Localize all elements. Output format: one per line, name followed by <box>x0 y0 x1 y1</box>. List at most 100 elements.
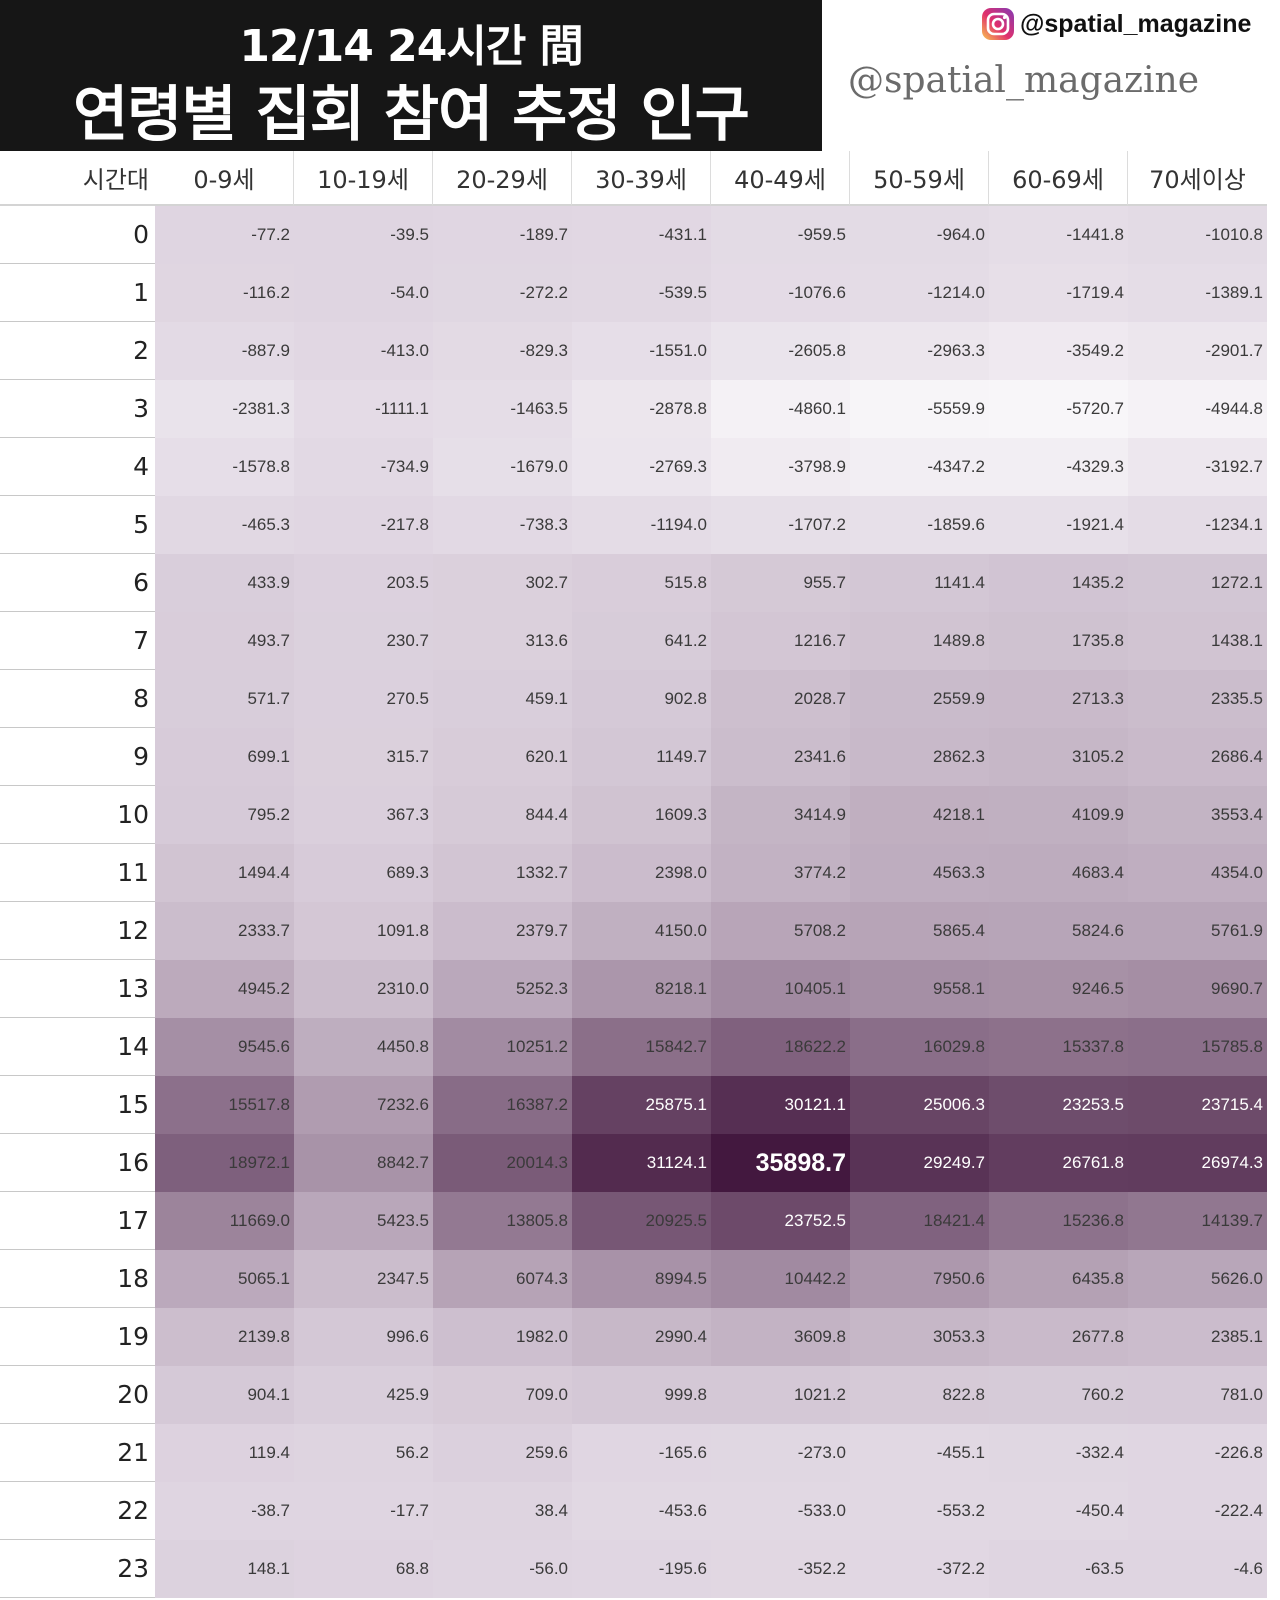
heatmap-cell: -3192.7 <box>1128 438 1267 496</box>
heatmap-cell: -1859.6 <box>850 496 989 554</box>
heatmap-cell: 9246.5 <box>989 960 1128 1018</box>
heatmap-cell: -54.0 <box>294 264 433 322</box>
heatmap-cell: -217.8 <box>294 496 433 554</box>
heatmap-cell: 302.7 <box>433 554 572 612</box>
heatmap-cell: -533.0 <box>711 1482 850 1540</box>
heatmap-cell: -222.4 <box>1128 1482 1267 1540</box>
heatmap-cell: 259.6 <box>433 1424 572 1482</box>
heatmap-cell: -2605.8 <box>711 322 850 380</box>
heatmap-cell: 16387.2 <box>433 1076 572 1134</box>
heatmap-cell: -455.1 <box>850 1424 989 1482</box>
heatmap-cell: 4150.0 <box>572 902 711 960</box>
column-header: 60-69세 <box>989 151 1128 206</box>
column-header: 20-29세 <box>433 151 572 206</box>
heatmap-cell: 955.7 <box>711 554 850 612</box>
heatmap-cell: 3774.2 <box>711 844 850 902</box>
heatmap-cell: -1010.8 <box>1128 206 1267 264</box>
heatmap-cell: -5720.7 <box>989 380 1128 438</box>
row-label: 12 <box>0 902 155 960</box>
heatmap-cell: 2713.3 <box>989 670 1128 728</box>
heatmap-cell: -4944.8 <box>1128 380 1267 438</box>
heatmap-cell: -413.0 <box>294 322 433 380</box>
heatmap-cell: -2963.3 <box>850 322 989 380</box>
heatmap-cell: 1332.7 <box>433 844 572 902</box>
row-label: 1 <box>0 264 155 322</box>
instagram-handle-text: @spatial_magazine <box>1020 9 1252 38</box>
row-label: 0 <box>0 206 155 264</box>
heatmap-cell: 699.1 <box>155 728 294 786</box>
heatmap-cell: 15517.8 <box>155 1076 294 1134</box>
heatmap-cell: -189.7 <box>433 206 572 264</box>
header-time-slot: 시간대 <box>0 151 155 206</box>
heatmap-cell: 6435.8 <box>989 1250 1128 1308</box>
heatmap-cell: 2385.1 <box>1128 1308 1267 1366</box>
heatmap-cell: -1707.2 <box>711 496 850 554</box>
heatmap-cell: 8994.5 <box>572 1250 711 1308</box>
heatmap-cell: 313.6 <box>433 612 572 670</box>
heatmap-cell: -887.9 <box>155 322 294 380</box>
heatmap-cell: 11669.0 <box>155 1192 294 1250</box>
heatmap-cell: 30121.1 <box>711 1076 850 1134</box>
heatmap-cell: 904.1 <box>155 1366 294 1424</box>
heatmap-cell: -39.5 <box>294 206 433 264</box>
heatmap-cell: -450.4 <box>989 1482 1128 1540</box>
instagram-handle[interactable]: @spatial_magazine <box>980 6 1251 42</box>
row-label: 8 <box>0 670 155 728</box>
row-label: 4 <box>0 438 155 496</box>
heatmap-cell: -5559.9 <box>850 380 989 438</box>
heatmap-cell: 8842.7 <box>294 1134 433 1192</box>
heatmap-cell: 18622.2 <box>711 1018 850 1076</box>
heatmap-cell: 2333.7 <box>155 902 294 960</box>
heatmap-cell: -1719.4 <box>989 264 1128 322</box>
row-label: 22 <box>0 1482 155 1540</box>
heatmap-cell: 9690.7 <box>1128 960 1267 1018</box>
heatmap-cell: 15785.8 <box>1128 1018 1267 1076</box>
heatmap-cell: 8218.1 <box>572 960 711 1018</box>
heatmap-cell: 35898.7 <box>711 1134 850 1192</box>
heatmap-cell: 5865.4 <box>850 902 989 960</box>
column-header: 40-49세 <box>711 151 850 206</box>
heatmap-cell: 20925.5 <box>572 1192 711 1250</box>
column-header: 0-9세 <box>155 151 294 206</box>
heatmap-cell: 4683.4 <box>989 844 1128 902</box>
heatmap-cell: 25875.1 <box>572 1076 711 1134</box>
heatmap-cell: -332.4 <box>989 1424 1128 1482</box>
heatmap-cell: 2677.8 <box>989 1308 1128 1366</box>
heatmap-cell: -273.0 <box>711 1424 850 1482</box>
heatmap-cell: 2335.5 <box>1128 670 1267 728</box>
title-line-2: 연령별 집회 참여 추정 인구 <box>73 80 750 150</box>
heatmap-cell: 26974.3 <box>1128 1134 1267 1192</box>
heatmap-cell: 203.5 <box>294 554 433 612</box>
heatmap-cell: 230.7 <box>294 612 433 670</box>
heatmap-cell: 2379.7 <box>433 902 572 960</box>
heatmap-cell: -959.5 <box>711 206 850 264</box>
column-header: 70세이상 <box>1128 151 1267 206</box>
heatmap-cell: 6074.3 <box>433 1250 572 1308</box>
heatmap-cell: -553.2 <box>850 1482 989 1540</box>
heatmap-cell: 10442.2 <box>711 1250 850 1308</box>
heatmap-cell: 9545.6 <box>155 1018 294 1076</box>
heatmap-cell: 270.5 <box>294 670 433 728</box>
heatmap-cell: -4347.2 <box>850 438 989 496</box>
instagram-icon <box>982 8 1014 40</box>
heatmap-cell: 1438.1 <box>1128 612 1267 670</box>
heatmap-cell: -431.1 <box>572 206 711 264</box>
heatmap-cell: -272.2 <box>433 264 572 322</box>
heatmap-cell: 5065.1 <box>155 1250 294 1308</box>
heatmap-cell: 620.1 <box>433 728 572 786</box>
heatmap-cell: -77.2 <box>155 206 294 264</box>
row-label: 3 <box>0 380 155 438</box>
row-label: 19 <box>0 1308 155 1366</box>
row-label: 7 <box>0 612 155 670</box>
row-label: 11 <box>0 844 155 902</box>
heatmap-cell: 119.4 <box>155 1424 294 1482</box>
row-label: 16 <box>0 1134 155 1192</box>
watermark: @spatial_magazine <box>848 60 1200 101</box>
heatmap-cell: -734.9 <box>294 438 433 496</box>
heatmap-cell: -1551.0 <box>572 322 711 380</box>
heatmap-cell: -1076.6 <box>711 264 850 322</box>
heatmap-cell: 3609.8 <box>711 1308 850 1366</box>
heatmap-cell: 515.8 <box>572 554 711 612</box>
heatmap-cell: -2878.8 <box>572 380 711 438</box>
heatmap-cell: 18421.4 <box>850 1192 989 1250</box>
